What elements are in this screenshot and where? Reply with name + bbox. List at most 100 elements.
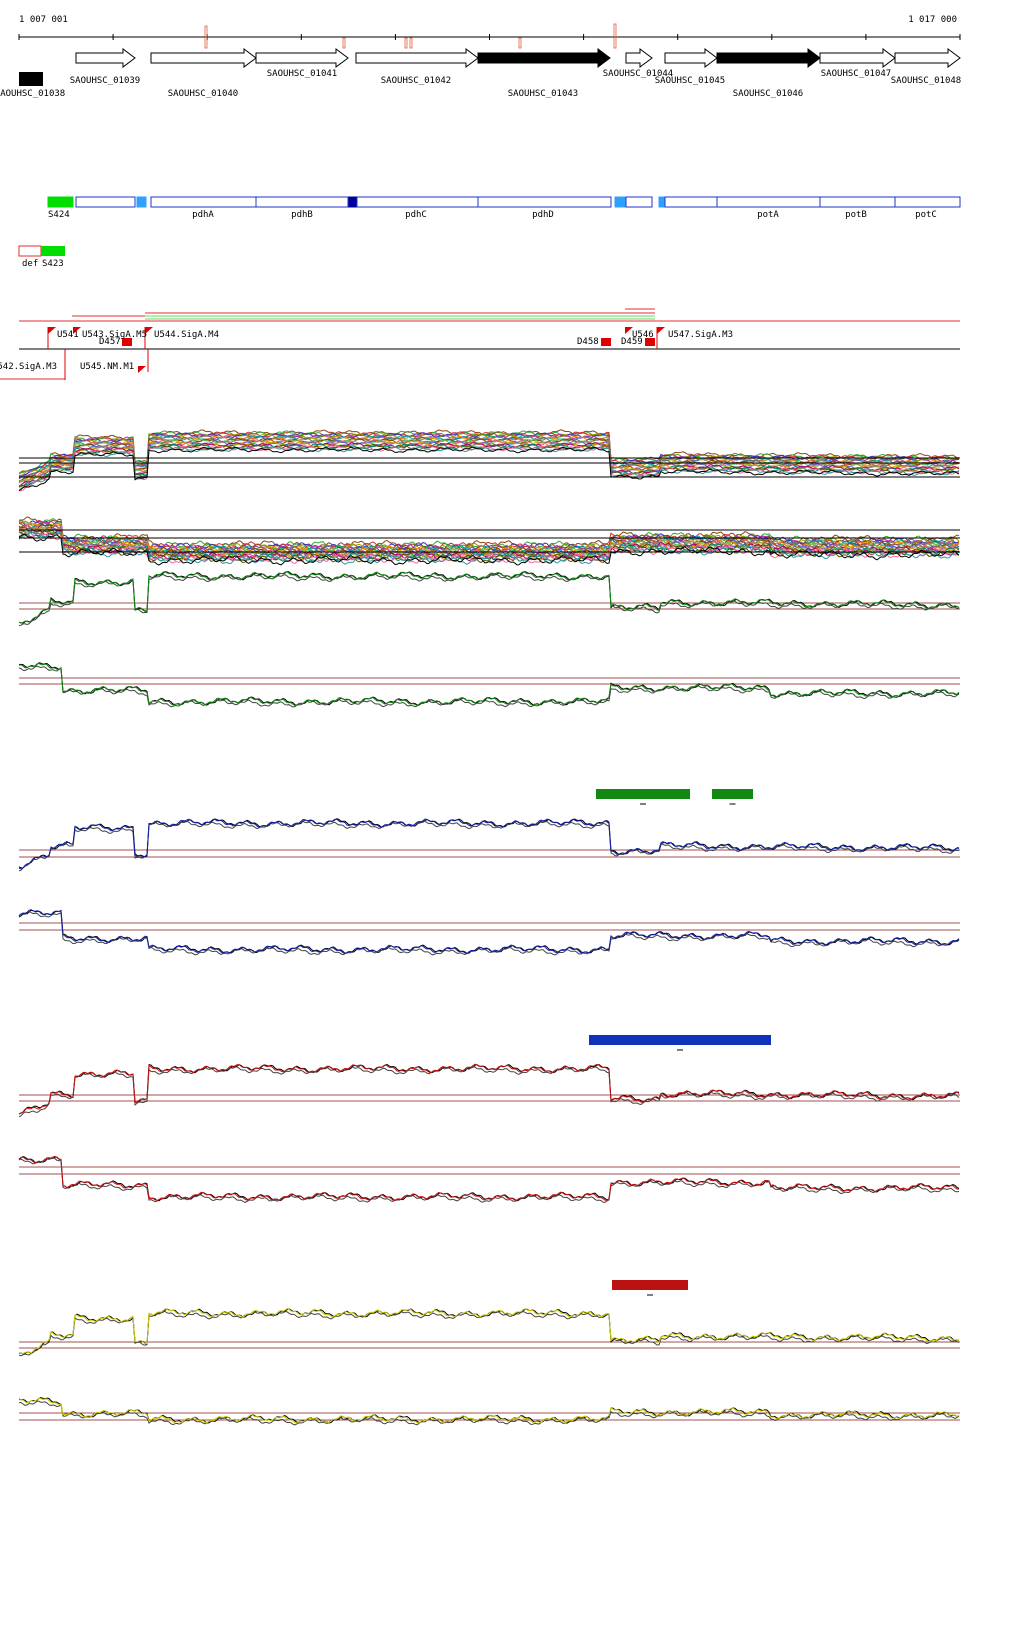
gene-arrow — [625, 48, 653, 68]
signal-line — [18, 1308, 960, 1355]
gene — [19, 72, 43, 86]
promoter-label: D458 — [577, 337, 599, 347]
gene-arrow — [255, 48, 349, 68]
signal-line — [18, 573, 959, 626]
scale-start: 1 007 001 — [19, 15, 68, 25]
terminator — [601, 338, 611, 346]
feature-box — [255, 196, 349, 208]
promoter-label: U545.NM.M1 — [80, 362, 134, 372]
gene-label: SAOUHSC_01046 — [733, 89, 803, 99]
signal-line — [18, 1308, 960, 1355]
gene-label: SAOUHSC_01039 — [70, 76, 140, 86]
signal-line — [19, 1400, 960, 1426]
gene-label: SAOUHSC_01047 — [821, 69, 891, 79]
signal-line — [18, 429, 960, 475]
signal-line — [18, 665, 960, 708]
feature-box — [658, 196, 666, 208]
promoter-flag — [48, 327, 56, 334]
promoter-label: U543.SigA.M5 — [82, 330, 147, 340]
gene-arrow — [819, 48, 896, 68]
signal-line — [18, 525, 960, 557]
signal-line — [18, 571, 960, 624]
gene-arrow — [150, 48, 257, 68]
gene-label: SAOUHSC_01048 — [891, 76, 961, 86]
signal-line — [18, 432, 960, 480]
scale-mark — [404, 37, 408, 49]
feature-box — [614, 196, 626, 208]
signal-line — [18, 818, 960, 869]
terminator — [645, 338, 655, 346]
signal-line — [18, 911, 960, 956]
feature-box — [819, 196, 896, 208]
scale-mark — [613, 23, 617, 49]
scale-mark — [409, 37, 413, 49]
signal-line — [18, 571, 960, 624]
signal-line — [18, 532, 960, 564]
condition-bar — [596, 789, 690, 799]
signal-line — [18, 662, 960, 707]
feature-box — [47, 196, 74, 208]
feature-box — [136, 196, 147, 208]
signal-line — [18, 430, 960, 474]
signal-line — [18, 1063, 960, 1115]
promoter-flag — [145, 327, 153, 334]
feature-box — [625, 196, 653, 208]
promoter-label: D457 — [99, 337, 121, 347]
condition-bar — [589, 1035, 771, 1045]
promoter-label: U541 — [57, 330, 79, 340]
signal-line — [18, 446, 960, 492]
scale-mark — [518, 37, 522, 49]
feature-box — [894, 196, 961, 208]
feature-box — [41, 246, 65, 256]
signal-line — [18, 531, 960, 565]
condition-bar — [712, 789, 753, 799]
signal-line — [18, 1156, 960, 1202]
signal-line — [18, 529, 960, 564]
feature-box — [356, 196, 479, 208]
promoter-label: U542.SigA.M3 — [0, 362, 57, 372]
feature-label: pdhD — [532, 210, 554, 220]
feature-box — [716, 196, 821, 208]
gene-arrow — [894, 48, 961, 68]
gene-arrow — [355, 48, 479, 68]
scale-mark — [204, 25, 208, 49]
gene-arrow — [477, 48, 611, 68]
gene-label: SAOUHSC_01043 — [508, 89, 578, 99]
signal-line — [18, 524, 960, 556]
feature-label: potA — [757, 210, 779, 220]
gene-label: SAOUHSC_01040 — [168, 89, 238, 99]
promoter-flag — [138, 366, 146, 373]
scale-mark — [342, 37, 346, 49]
gene-arrow — [664, 48, 718, 68]
gene-arrow — [75, 48, 136, 68]
gene-label: SAOUHSC_01042 — [381, 76, 451, 86]
promoter-flag — [625, 327, 633, 334]
promoter-label: U547.SigA.M3 — [668, 330, 733, 340]
feature-label: potC — [915, 210, 937, 220]
signal-line — [18, 909, 960, 955]
signal-line — [18, 1310, 960, 1357]
gene-label: SAOUHSC_01041 — [267, 69, 337, 79]
feature-label: def — [22, 259, 38, 269]
signal-line — [18, 1397, 960, 1424]
promoter-flag — [73, 327, 81, 334]
feature-label: potB — [845, 210, 867, 220]
signal-line — [18, 1066, 960, 1118]
promoter-flag — [657, 327, 665, 334]
feature-box — [150, 196, 257, 208]
scale-end: 1 017 000 — [908, 15, 957, 25]
promoter-label: D459 — [621, 337, 643, 347]
feature-box — [477, 196, 612, 208]
feature-label: pdhA — [192, 210, 214, 220]
signal-line — [18, 818, 960, 870]
signal-line — [18, 445, 960, 491]
promoter-label: U544.SigA.M4 — [154, 330, 219, 340]
signal-line — [18, 1157, 960, 1203]
signal-line — [18, 1155, 959, 1202]
feature-label: pdhC — [405, 210, 427, 220]
feature-box — [664, 196, 718, 208]
feature-box — [75, 196, 136, 208]
gene-label: SAOUHSC_01044 — [603, 69, 673, 79]
feature-label: S424 — [48, 210, 70, 220]
